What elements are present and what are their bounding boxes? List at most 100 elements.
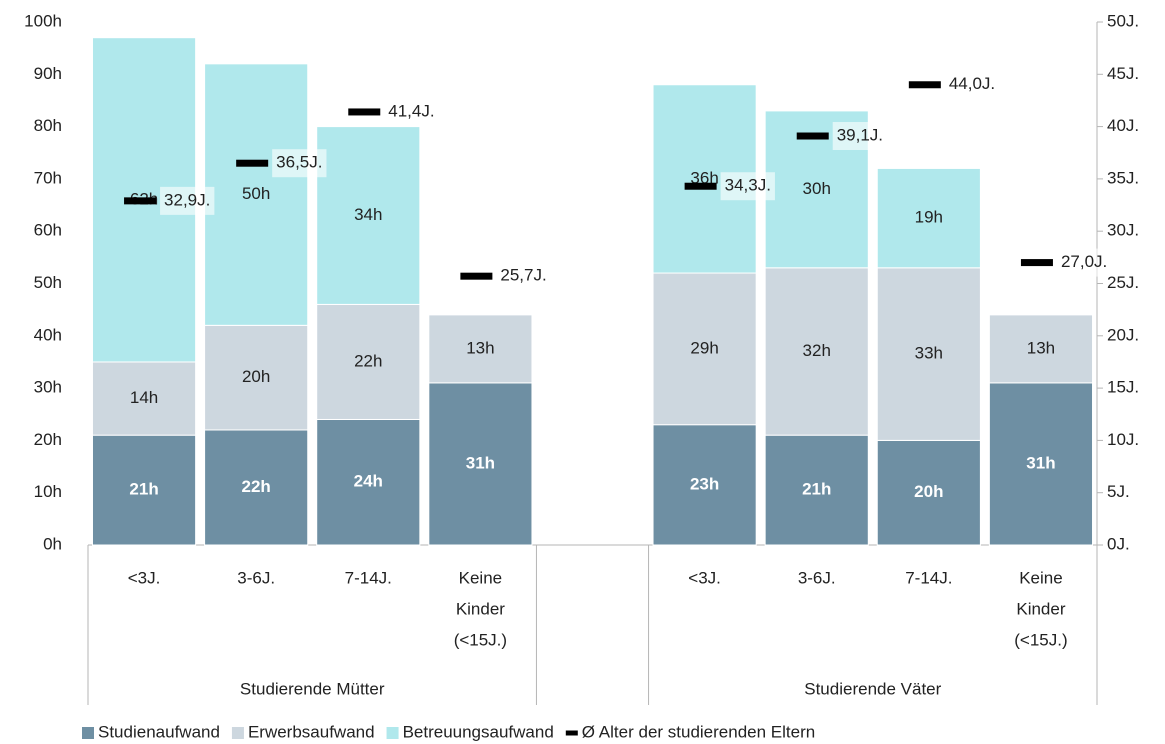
bar-segment — [316, 418, 421, 546]
legend-label: Erwerbsaufwand — [248, 722, 375, 741]
data-label: 31h — [1026, 453, 1055, 472]
y2-tick-label: 15J. — [1107, 378, 1139, 397]
data-label: 31h — [466, 453, 495, 472]
label-bg — [944, 70, 1000, 99]
bar-segment — [764, 434, 869, 546]
y-tick-label: 30h — [34, 378, 62, 397]
age-label: 34,3J. — [725, 176, 771, 195]
y2-tick-label: 35J. — [1107, 168, 1139, 187]
bar-segment — [316, 126, 421, 305]
bar-segment — [204, 63, 309, 326]
age-marker — [684, 182, 717, 190]
age-marker — [348, 108, 381, 116]
data-label: 23h — [690, 474, 719, 493]
data-label: 21h — [129, 480, 158, 499]
data-label: 14h — [130, 388, 158, 407]
data-label: 13h — [466, 338, 494, 357]
bar-segment — [428, 382, 533, 546]
data-label: 33h — [915, 344, 943, 363]
y2-tick-label: 5J. — [1107, 482, 1130, 501]
age-label: 25,7J. — [500, 266, 546, 285]
data-label: 13h — [1027, 338, 1055, 357]
data-label: 36h — [690, 168, 718, 187]
bar-segment — [316, 303, 421, 420]
y2-tick-label: 30J. — [1107, 221, 1139, 240]
age-marker — [236, 159, 269, 167]
legend-swatch — [231, 727, 244, 739]
data-label: 29h — [690, 338, 718, 357]
data-label: 21h — [802, 480, 831, 499]
y-tick-label: 40h — [34, 325, 62, 344]
bar-segment — [876, 267, 981, 441]
legend-label: Studienaufwand — [98, 722, 220, 741]
y2-tick-label: 25J. — [1107, 273, 1139, 292]
x-tick-label: Keine — [459, 568, 502, 587]
x-tick-label: 3-6J. — [237, 568, 275, 587]
bar-segment — [204, 429, 309, 546]
data-label: 20h — [914, 482, 943, 501]
data-label: 22h — [242, 477, 271, 496]
y-tick-label: 70h — [34, 168, 62, 187]
x-tick-label: 7-14J. — [345, 568, 392, 587]
y2-tick-label: 50J. — [1107, 11, 1139, 30]
bar-segment — [652, 272, 757, 426]
x-tick-label: 3-6J. — [798, 568, 836, 587]
bar-segment — [988, 314, 1094, 384]
y-tick-label: 50h — [34, 273, 62, 292]
data-label: 32h — [803, 341, 831, 360]
age-marker — [460, 272, 493, 280]
bar-segment — [876, 167, 981, 269]
legend-swatch — [82, 727, 94, 739]
group-label: Studierende Väter — [804, 679, 941, 698]
label-bg — [496, 262, 551, 291]
age-marker — [1020, 259, 1053, 267]
age-label: 39,1J. — [837, 125, 883, 144]
label-bg — [1056, 248, 1112, 277]
bar-segment — [988, 382, 1094, 546]
y-tick-label: 100h — [24, 11, 62, 30]
legend-swatch — [386, 727, 399, 739]
data-label: 34h — [354, 205, 382, 224]
x-tick-label: (<15J.) — [454, 630, 507, 649]
age-label: 36,5J. — [276, 153, 322, 172]
data-label: 20h — [242, 367, 270, 386]
y-tick-label: 20h — [34, 430, 62, 449]
label-bg — [832, 122, 888, 151]
y2-tick-label: 20J. — [1107, 325, 1139, 344]
age-marker — [908, 81, 941, 89]
bar-segment — [764, 267, 869, 436]
legend-label: Ø Alter der studierenden Eltern — [582, 722, 815, 741]
data-label: 19h — [915, 208, 943, 227]
age-label: 41,4J. — [388, 101, 434, 120]
y-tick-label: 60h — [34, 221, 62, 240]
x-tick-label: Kinder — [1016, 599, 1065, 618]
bar-segment — [428, 314, 533, 384]
data-label: 24h — [354, 472, 383, 491]
group-label: Studierende Mütter — [240, 679, 385, 698]
y-tick-label: 10h — [34, 482, 62, 501]
legend-swatch — [565, 730, 578, 736]
x-tick-label: <3J. — [688, 568, 721, 587]
age-label: 44,0J. — [949, 74, 995, 93]
y2-tick-label: 10J. — [1107, 430, 1139, 449]
bar-segment — [91, 361, 197, 436]
data-label: 22h — [354, 351, 382, 370]
age-marker — [796, 132, 829, 140]
age-label: 32,9J. — [164, 190, 210, 209]
legend-label: Betreuungsaufwand — [403, 722, 554, 741]
data-label: 50h — [242, 184, 270, 203]
label-bg — [272, 149, 327, 178]
bar-segment — [652, 424, 757, 546]
y-tick-label: 90h — [34, 64, 62, 83]
age-label: 27,0J. — [1061, 252, 1107, 271]
x-tick-label: (<15J.) — [1014, 630, 1067, 649]
x-tick-label: Kinder — [456, 599, 505, 618]
y2-tick-label: 0J. — [1107, 534, 1130, 553]
data-label: 30h — [803, 179, 831, 198]
x-tick-label: Keine — [1019, 568, 1062, 587]
label-bg — [160, 186, 215, 215]
bar-segment — [91, 434, 197, 546]
age-marker — [124, 197, 157, 205]
x-tick-label: <3J. — [128, 568, 161, 587]
